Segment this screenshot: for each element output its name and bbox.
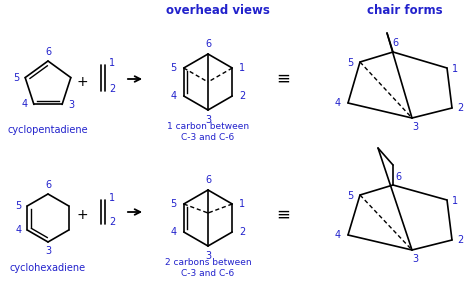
Text: 1 carbon between
C-3 and C-6: 1 carbon between C-3 and C-6 (167, 122, 249, 142)
Text: overhead views: overhead views (166, 4, 270, 16)
Text: 1: 1 (452, 64, 458, 74)
Text: 5: 5 (171, 199, 177, 209)
Text: 3: 3 (412, 122, 418, 132)
Text: 6: 6 (205, 39, 211, 49)
Text: 4: 4 (15, 225, 21, 235)
Text: 1: 1 (109, 193, 115, 203)
Text: 6: 6 (45, 180, 51, 190)
Text: 6: 6 (45, 47, 51, 57)
Text: 1: 1 (239, 199, 245, 209)
Text: +: + (76, 75, 88, 89)
Text: 6: 6 (395, 172, 401, 182)
Text: 5: 5 (171, 63, 177, 73)
Text: ≡: ≡ (276, 70, 290, 88)
Text: 4: 4 (22, 99, 28, 109)
Text: 2 carbons between
C-3 and C-6: 2 carbons between C-3 and C-6 (165, 258, 251, 278)
Text: 6: 6 (392, 38, 398, 48)
Text: 3: 3 (45, 246, 51, 256)
Text: cyclohexadiene: cyclohexadiene (10, 263, 86, 273)
Text: 2: 2 (239, 227, 245, 237)
Text: 6: 6 (205, 175, 211, 185)
Text: 1: 1 (239, 63, 245, 73)
Text: 4: 4 (171, 227, 177, 237)
Text: 2: 2 (109, 217, 115, 227)
Text: 5: 5 (15, 201, 22, 211)
Text: 5: 5 (347, 58, 353, 68)
Text: 4: 4 (335, 230, 341, 240)
Text: chair forms: chair forms (367, 4, 443, 16)
Text: 2: 2 (109, 84, 115, 94)
Text: 4: 4 (171, 91, 177, 101)
Text: 3: 3 (205, 115, 211, 125)
Text: 2: 2 (457, 235, 463, 245)
Text: +: + (76, 208, 88, 222)
Text: 2: 2 (457, 103, 463, 113)
Text: 1: 1 (452, 196, 458, 206)
Text: cyclopentadiene: cyclopentadiene (7, 125, 88, 135)
Text: 3: 3 (412, 254, 418, 264)
Text: 3: 3 (205, 251, 211, 261)
Text: 4: 4 (335, 98, 341, 108)
Text: 3: 3 (68, 100, 74, 110)
Text: 5: 5 (347, 191, 353, 201)
Text: 1: 1 (109, 58, 115, 68)
Text: 2: 2 (239, 91, 245, 101)
Text: 5: 5 (13, 73, 19, 83)
Text: ≡: ≡ (276, 206, 290, 224)
